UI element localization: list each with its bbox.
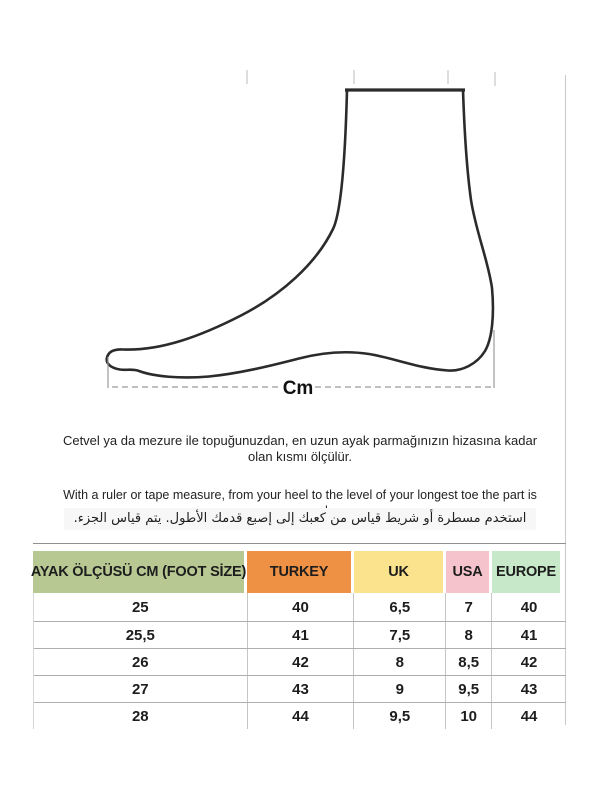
table-cell: 41 <box>520 626 538 644</box>
table-cell: 9,5 <box>446 676 493 702</box>
table-cell: 8 <box>446 622 493 648</box>
table-row: 25 40 6,5 7 40 <box>34 593 566 622</box>
table-cell: 10 <box>446 703 493 729</box>
column-header-turkey: TURKEY <box>247 551 354 593</box>
table-row: 25,5 41 7,5 8 41 <box>34 622 566 649</box>
cm-dimension-line <box>107 330 495 388</box>
right-edge-line <box>565 75 566 725</box>
table-cell: 8 <box>354 649 447 675</box>
instruction-arabic-row: استخدم مسطرة أو شريط قياس من كعبك إلى إص… <box>50 508 550 530</box>
table-row: 28 44 9,5 10 44 <box>34 703 566 729</box>
table-cell: 40 <box>520 598 538 616</box>
table-cell: 26 <box>34 649 248 675</box>
instruction-arabic: استخدم مسطرة أو شريط قياس من كعبك إلى إص… <box>63 508 537 530</box>
column-header-usa: USA <box>446 551 492 593</box>
table-cell: 9,5 <box>354 703 447 729</box>
table-cell: 43 <box>248 676 355 702</box>
table-cell: 6,5 <box>354 593 447 621</box>
table-cell: 42 <box>520 653 538 671</box>
table-cell: 41 <box>248 622 355 648</box>
column-header-foot-size: AYAK ÖLÇÜSÜ CM (FOOT SİZE) <box>31 551 247 593</box>
foot-measurement-diagram: Cm <box>105 70 496 399</box>
table-cell: 7,5 <box>354 622 447 648</box>
table-cell: 9 <box>354 676 447 702</box>
size-conversion-table: AYAK ÖLÇÜSÜ CM (FOOT SİZE) TURKEY UK USA… <box>31 543 566 729</box>
table-cell: 27 <box>34 676 248 702</box>
foot-outline <box>105 88 495 379</box>
table-top-border <box>33 543 566 544</box>
table-cell: 43 <box>520 680 538 698</box>
column-header-uk: UK <box>354 551 446 593</box>
table-cell: 7 <box>446 593 493 621</box>
instruction-turkish: Cetvel ya da mezure ile topuğunuzdan, en… <box>62 433 538 464</box>
table-header-row: AYAK ÖLÇÜSÜ CM (FOOT SİZE) TURKEY UK USA… <box>31 551 566 593</box>
table-cell: 44 <box>248 703 355 729</box>
table-cell: 40 <box>248 593 355 621</box>
cm-label: Cm <box>283 378 314 399</box>
table-body: 25 40 6,5 7 40 25,5 41 7,5 8 41 26 42 8 … <box>33 593 566 729</box>
table-row: 26 42 8 8,5 42 <box>34 649 566 676</box>
column-header-europe: EUROPE <box>492 551 560 593</box>
table-cell: 25,5 <box>34 622 248 648</box>
table-cell: 25 <box>34 593 248 621</box>
table-cell: 42 <box>248 649 355 675</box>
table-cell: 8,5 <box>446 649 493 675</box>
table-row: 27 43 9 9,5 43 <box>34 676 566 703</box>
grid-ticks <box>246 70 496 86</box>
table-cell: 44 <box>520 707 538 725</box>
table-cell: 28 <box>34 703 248 729</box>
